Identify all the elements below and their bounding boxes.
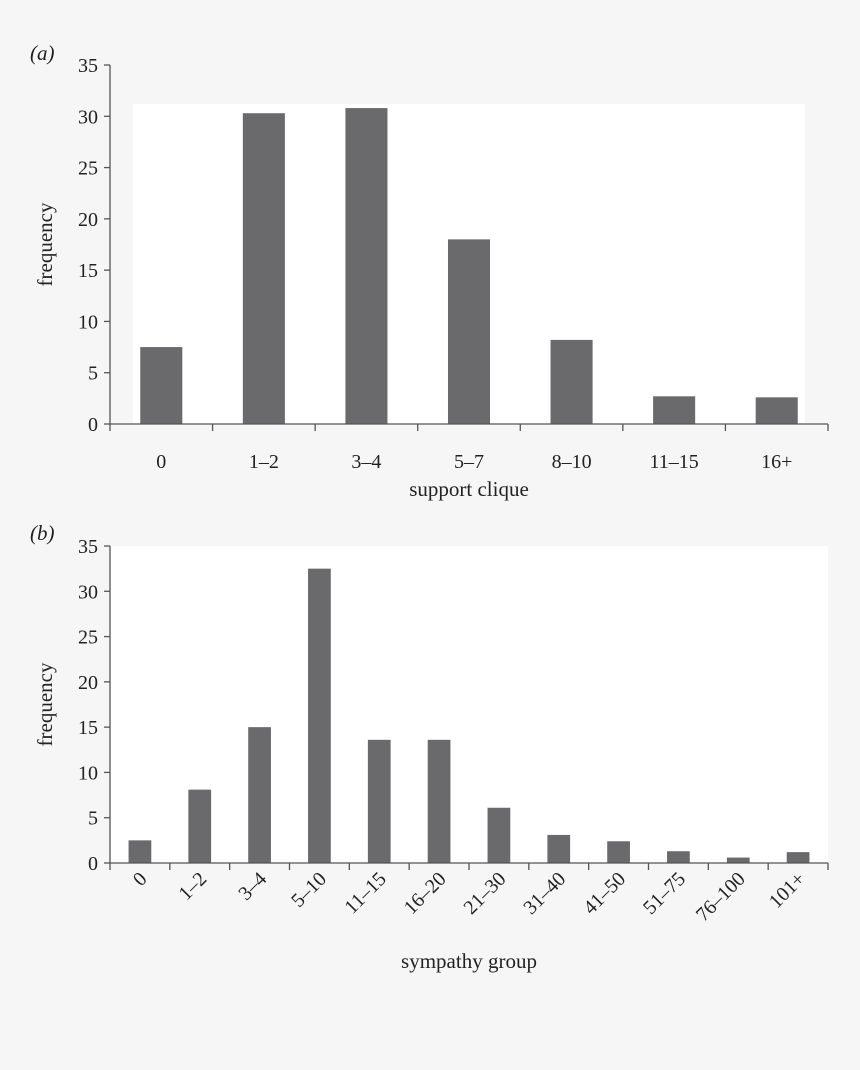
x-tick-label-1-0: 0: [129, 868, 152, 891]
x-tick-label-1-2: 3–4: [234, 868, 271, 905]
x-tick-label-1-7: 31–40: [519, 868, 570, 919]
x-tick-label-0-4: 8–10: [552, 451, 592, 473]
bar-0-6: [755, 397, 798, 424]
bar-1-1: [188, 789, 212, 863]
x-tick-label-1-9: 51–75: [639, 868, 690, 919]
y-tick-label-1-2: 10: [78, 762, 98, 784]
x-tick-label-0-0: 0: [156, 451, 166, 473]
x-tick-label-1-5: 16–20: [400, 868, 451, 919]
y-tick-label-1-3: 15: [78, 717, 98, 739]
bar-1-4: [367, 739, 391, 863]
x-axis-label-1: sympathy group: [401, 949, 537, 973]
x-tick-label-1-8: 41–50: [579, 868, 630, 919]
x-tick-label-0-5: 11–15: [650, 451, 699, 473]
y-tick-label-1-1: 5: [88, 808, 98, 830]
y-tick-label-1-7: 35: [78, 536, 98, 558]
bar-1-0: [128, 840, 152, 863]
x-tick-label-1-10: 76–100: [692, 868, 750, 926]
y-tick-label-0-4: 20: [78, 209, 98, 231]
y-axis-label-1: frequency: [33, 662, 57, 746]
y-tick-label-0-2: 10: [78, 311, 98, 333]
x-tick-label-1-1: 1–2: [175, 868, 212, 905]
bar-1-9: [667, 851, 690, 863]
bar-1-5: [427, 739, 451, 863]
x-tick-label-0-6: 16+: [761, 451, 792, 473]
bar-1-3: [308, 568, 331, 863]
bar-0-5: [653, 396, 696, 424]
bar-0-2: [345, 108, 388, 424]
y-tick-label-0-5: 25: [78, 158, 98, 180]
bar-0-0: [140, 347, 183, 424]
x-tick-label-0-1: 1–2: [249, 451, 279, 473]
y-tick-label-1-0: 0: [88, 853, 98, 875]
bar-1-10: [726, 857, 750, 863]
x-tick-label-0-3: 5–7: [454, 451, 484, 473]
y-axis-label-0: frequency: [33, 202, 57, 286]
x-tick-label-1-3: 5–10: [287, 868, 331, 912]
x-axis-label-0: support clique: [409, 477, 529, 501]
x-tick-label-1-11: 101+: [765, 868, 810, 913]
bar-0-3: [447, 239, 491, 424]
bar-1-7: [547, 834, 571, 863]
y-tick-label-0-3: 15: [78, 260, 98, 282]
bar-1-2: [248, 727, 271, 863]
bar-1-6: [487, 807, 511, 863]
y-tick-label-0-0: 0: [88, 414, 98, 436]
y-tick-label-0-6: 30: [78, 106, 98, 128]
bar-1-11: [786, 852, 810, 863]
y-tick-label-1-5: 25: [78, 627, 98, 649]
bar-1-8: [607, 841, 630, 863]
bar-0-4: [550, 339, 593, 424]
y-tick-label-1-6: 30: [78, 581, 98, 603]
y-tick-label-0-1: 5: [88, 363, 98, 385]
y-tick-label-1-4: 20: [78, 672, 98, 694]
y-tick-label-0-7: 35: [78, 55, 98, 77]
bar-0-1: [242, 113, 285, 425]
panel-label-1: (b): [30, 521, 55, 545]
x-tick-label-1-6: 21–30: [460, 868, 511, 919]
panel-label-0: (a): [30, 41, 55, 65]
x-tick-label-0-2: 3–4: [351, 451, 381, 473]
x-tick-label-1-4: 11–15: [340, 868, 390, 918]
plot-area-1: [110, 546, 828, 863]
